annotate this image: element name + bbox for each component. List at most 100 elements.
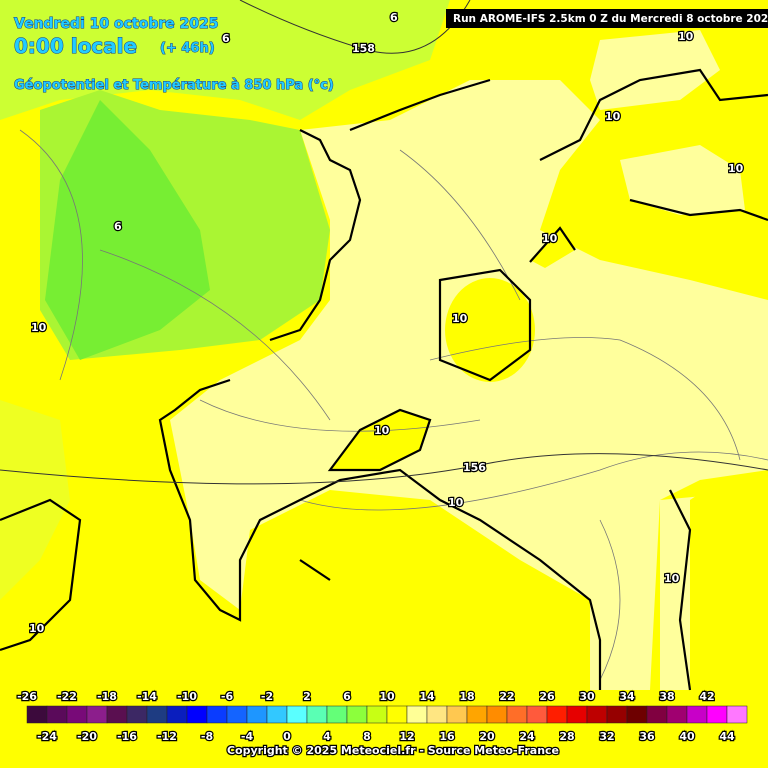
scale-swatch bbox=[346, 705, 368, 724]
contour-label: 10 bbox=[448, 496, 464, 509]
scale-label: -8 bbox=[201, 730, 213, 743]
region-warm bbox=[445, 278, 535, 382]
scale-label: 0 bbox=[283, 730, 291, 743]
scale-label: 34 bbox=[619, 690, 635, 703]
header-lead: (+ 46h) bbox=[160, 41, 215, 56]
region-pale bbox=[170, 80, 768, 690]
region-warm bbox=[690, 480, 768, 690]
scale-swatch bbox=[186, 705, 208, 724]
contour-label: 10 bbox=[664, 572, 680, 585]
coastline bbox=[0, 498, 331, 652]
scale-swatch bbox=[146, 705, 168, 724]
region-yellowgreen bbox=[0, 400, 70, 600]
scale-label: 38 bbox=[659, 690, 674, 703]
scale-swatch bbox=[686, 705, 708, 724]
contour-label: 6 bbox=[390, 11, 398, 24]
scale-swatch bbox=[706, 705, 728, 724]
scale-swatch bbox=[386, 705, 408, 724]
scale-label: -12 bbox=[157, 730, 177, 743]
contour-label: 10 bbox=[452, 312, 468, 325]
scale-label: 22 bbox=[499, 690, 514, 703]
scale-label: 6 bbox=[343, 690, 351, 703]
geopotential-contour bbox=[0, 453, 768, 485]
scale-swatch bbox=[26, 705, 48, 724]
coastline bbox=[158, 78, 602, 690]
scale-label: -26 bbox=[17, 690, 37, 703]
scale-label: -2 bbox=[261, 690, 273, 703]
scale-label: 36 bbox=[639, 730, 655, 743]
scale-label: 18 bbox=[459, 690, 474, 703]
scale-swatch bbox=[426, 705, 448, 724]
scale-label: -24 bbox=[37, 730, 57, 743]
scale-label: 28 bbox=[559, 730, 574, 743]
run-info: Run AROME-IFS 2.5km 0 Z du Mercredi 8 oc… bbox=[453, 13, 768, 25]
header-date: Vendredi 10 octobre 2025 bbox=[14, 16, 219, 32]
contour-label: 10 bbox=[31, 321, 47, 334]
contour-label: 156 bbox=[463, 461, 486, 474]
region-pale bbox=[620, 145, 745, 215]
scale-label: -10 bbox=[177, 690, 197, 703]
contour-label: 10 bbox=[542, 232, 558, 245]
scale-swatch bbox=[606, 705, 628, 724]
scale-swatch bbox=[86, 705, 108, 724]
scale-swatch bbox=[626, 705, 648, 724]
scale-label: -22 bbox=[57, 690, 77, 703]
region-warm bbox=[530, 230, 575, 268]
scale-swatch bbox=[586, 705, 608, 724]
scale-label: 44 bbox=[719, 730, 735, 743]
region-lime bbox=[0, 0, 450, 120]
scale-label: 40 bbox=[679, 730, 695, 743]
scale-swatch bbox=[306, 705, 328, 724]
scale-label: 24 bbox=[519, 730, 535, 743]
scale-label: 32 bbox=[599, 730, 614, 743]
scale-label: 26 bbox=[539, 690, 555, 703]
scale-swatch bbox=[166, 705, 188, 724]
scale-swatch bbox=[506, 705, 528, 724]
scale-label: 20 bbox=[479, 730, 495, 743]
scale-swatch bbox=[466, 705, 488, 724]
scale-label: 2 bbox=[303, 690, 311, 703]
contour-label: 10 bbox=[29, 622, 45, 635]
header-title: Géopotentiel et Température à 850 hPa (°… bbox=[14, 78, 334, 93]
scale-label: 12 bbox=[399, 730, 414, 743]
border bbox=[19, 129, 768, 681]
scale-label: 42 bbox=[699, 690, 714, 703]
scale-swatch bbox=[46, 705, 68, 724]
region-warm bbox=[330, 410, 430, 470]
region-pale bbox=[590, 30, 720, 110]
contour-label: 6 bbox=[222, 32, 230, 45]
contour-label: 158 bbox=[352, 42, 375, 55]
color-scale: -26 -22 -18 -14 -10 -6 -2 2 6 10 14 18 22 26 30 34 38 42-… bbox=[16, 689, 748, 744]
scale-swatch bbox=[66, 705, 88, 724]
scale-swatch bbox=[266, 705, 288, 724]
scale-label: -20 bbox=[77, 730, 97, 743]
scale-swatch bbox=[546, 705, 568, 724]
scale-label: 10 bbox=[379, 690, 395, 703]
scale-swatch bbox=[526, 705, 548, 724]
contour-label: 10 bbox=[728, 162, 744, 175]
coastline bbox=[327, 68, 768, 691]
scale-swatch bbox=[246, 705, 268, 724]
scale-swatch bbox=[726, 705, 748, 724]
contour-label: 6 bbox=[114, 220, 122, 233]
copyright: Copyright © 2025 Meteociel.fr - Source M… bbox=[227, 744, 559, 757]
scale-swatch bbox=[646, 705, 668, 724]
contour-label: 10 bbox=[374, 424, 390, 437]
scale-swatch bbox=[206, 705, 228, 724]
contour-label: 10 bbox=[678, 30, 694, 43]
header-time: 0:00 locale bbox=[14, 34, 137, 58]
scale-label: -6 bbox=[221, 690, 234, 703]
scale-label: 14 bbox=[419, 690, 435, 703]
scale-label: -14 bbox=[137, 690, 157, 703]
region-green bbox=[45, 100, 210, 360]
scale-swatch bbox=[286, 705, 308, 724]
scale-label: 30 bbox=[579, 690, 595, 703]
scale-swatch bbox=[126, 705, 148, 724]
scale-label: -16 bbox=[117, 730, 137, 743]
scale-swatch bbox=[486, 705, 508, 724]
scale-label: -4 bbox=[241, 730, 254, 743]
scale-swatch bbox=[566, 705, 588, 724]
scale-swatch bbox=[666, 705, 688, 724]
scale-swatch bbox=[446, 705, 468, 724]
